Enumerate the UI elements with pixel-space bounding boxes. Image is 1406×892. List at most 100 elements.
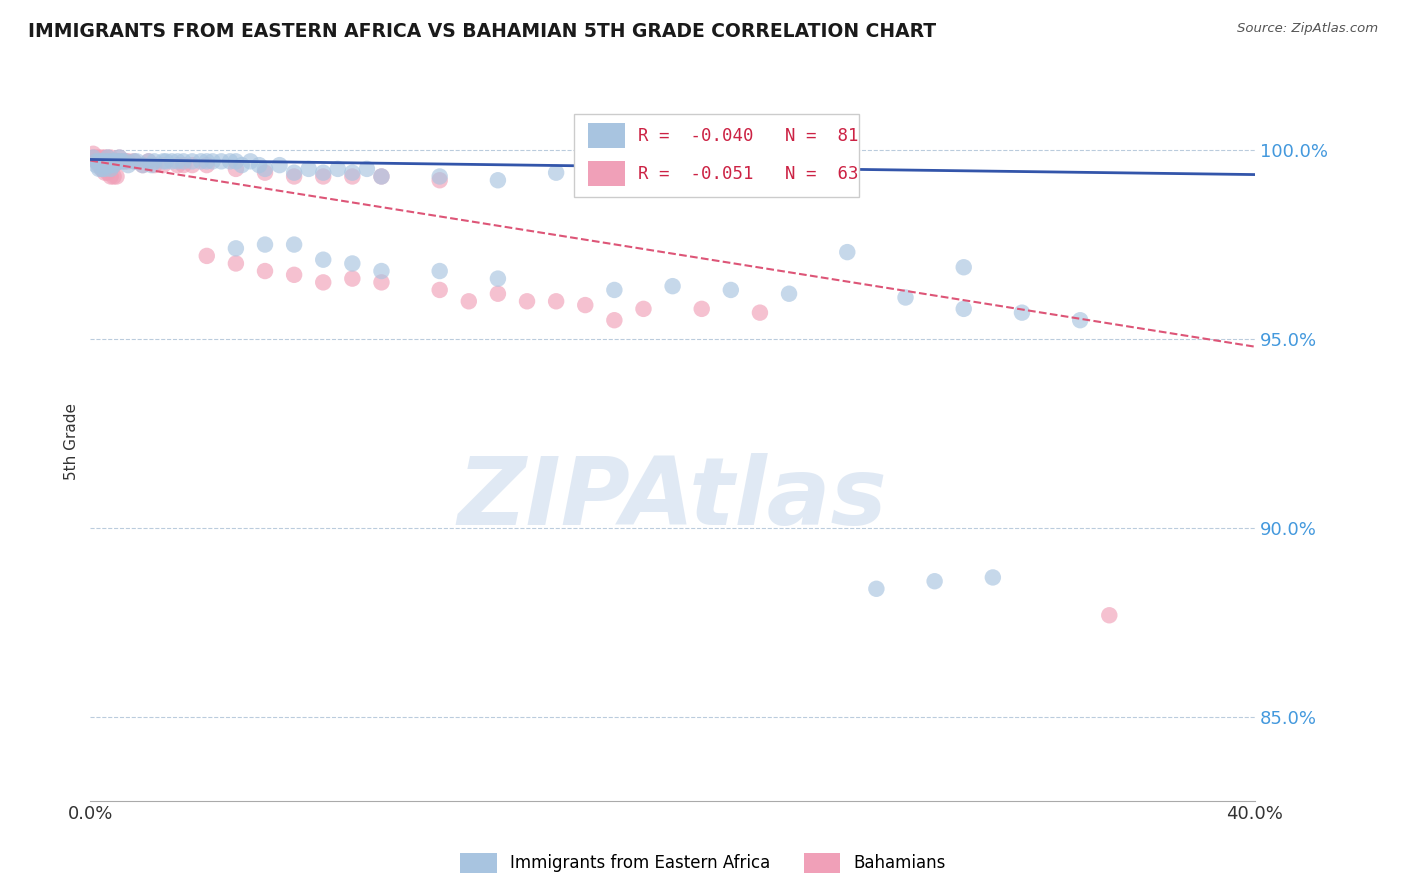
Point (143, 158, 166, 172)
Point (82, 146, 104, 161)
Point (160, 154, 183, 169)
Point (370, 264, 392, 278)
Point (84, 151, 107, 165)
Point (247, 158, 270, 172)
Point (1011, 306, 1033, 320)
Point (105, 154, 128, 169)
Point (283, 169, 305, 184)
Point (122, 154, 145, 169)
Point (865, 582, 887, 596)
Point (91, 154, 114, 169)
Point (125, 154, 148, 169)
Point (132, 158, 155, 172)
Point (574, 298, 596, 312)
Point (114, 154, 136, 169)
Point (100, 154, 122, 169)
Point (87, 154, 110, 169)
Point (91, 151, 114, 165)
Point (97, 151, 120, 165)
Point (84, 158, 107, 172)
Point (429, 173, 451, 187)
Point (94, 166, 117, 180)
Point (84, 154, 107, 169)
Point (195, 158, 218, 172)
Point (231, 158, 253, 172)
Point (103, 158, 125, 172)
Point (97, 154, 120, 169)
Point (100, 151, 122, 165)
Point (91, 161, 114, 176)
Point (1098, 608, 1121, 623)
Point (108, 154, 131, 169)
Point (94, 158, 117, 172)
Bar (588, 123, 624, 148)
Point (97, 151, 120, 165)
Point (603, 313, 626, 327)
Point (312, 276, 335, 290)
Point (546, 166, 568, 180)
Point (87, 158, 110, 172)
Text: R =  -0.040   N =  81: R = -0.040 N = 81 (638, 127, 858, 145)
Point (97, 166, 120, 180)
Point (173, 154, 195, 169)
Point (103, 158, 125, 172)
Point (166, 158, 188, 172)
Point (837, 245, 859, 260)
Point (457, 294, 479, 309)
Point (195, 249, 218, 263)
Point (225, 256, 247, 270)
Point (103, 154, 125, 169)
Point (429, 169, 451, 184)
Point (100, 154, 122, 169)
Point (122, 154, 145, 169)
Point (603, 169, 626, 184)
Point (981, 570, 1004, 584)
Point (97, 154, 120, 169)
Text: IMMIGRANTS FROM EASTERN AFRICA VS BAHAMIAN 5TH GRADE CORRELATION CHART: IMMIGRANTS FROM EASTERN AFRICA VS BAHAMI… (28, 22, 936, 41)
Point (312, 166, 335, 180)
Point (748, 306, 770, 320)
Point (633, 301, 655, 316)
Point (269, 158, 291, 172)
Point (82, 151, 104, 165)
Point (283, 268, 305, 282)
Point (100, 169, 122, 184)
Point (138, 154, 160, 169)
Point (108, 151, 131, 165)
Point (486, 286, 509, 301)
Point (253, 264, 276, 278)
Point (94, 154, 117, 169)
Point (138, 154, 160, 169)
Point (173, 158, 195, 172)
Point (141, 158, 163, 172)
Point (105, 169, 128, 184)
Point (720, 169, 742, 184)
Point (429, 264, 451, 278)
Point (152, 158, 174, 172)
Point (87, 154, 110, 169)
Point (253, 237, 276, 252)
Point (105, 154, 128, 169)
Point (166, 154, 188, 169)
Point (429, 283, 451, 297)
Point (87, 161, 110, 176)
Point (111, 154, 134, 169)
Point (342, 166, 364, 180)
Bar (588, 161, 624, 186)
Point (152, 154, 174, 169)
Point (661, 166, 683, 180)
Point (91, 154, 114, 169)
Point (155, 154, 177, 169)
Point (114, 154, 136, 169)
Point (108, 151, 131, 165)
Point (486, 173, 509, 187)
Point (94, 151, 117, 165)
Point (100, 158, 122, 172)
Point (326, 161, 349, 176)
Point (952, 301, 974, 316)
Point (111, 154, 134, 169)
Point (370, 169, 392, 184)
Point (103, 154, 125, 169)
Point (84, 154, 107, 169)
Point (190, 154, 212, 169)
